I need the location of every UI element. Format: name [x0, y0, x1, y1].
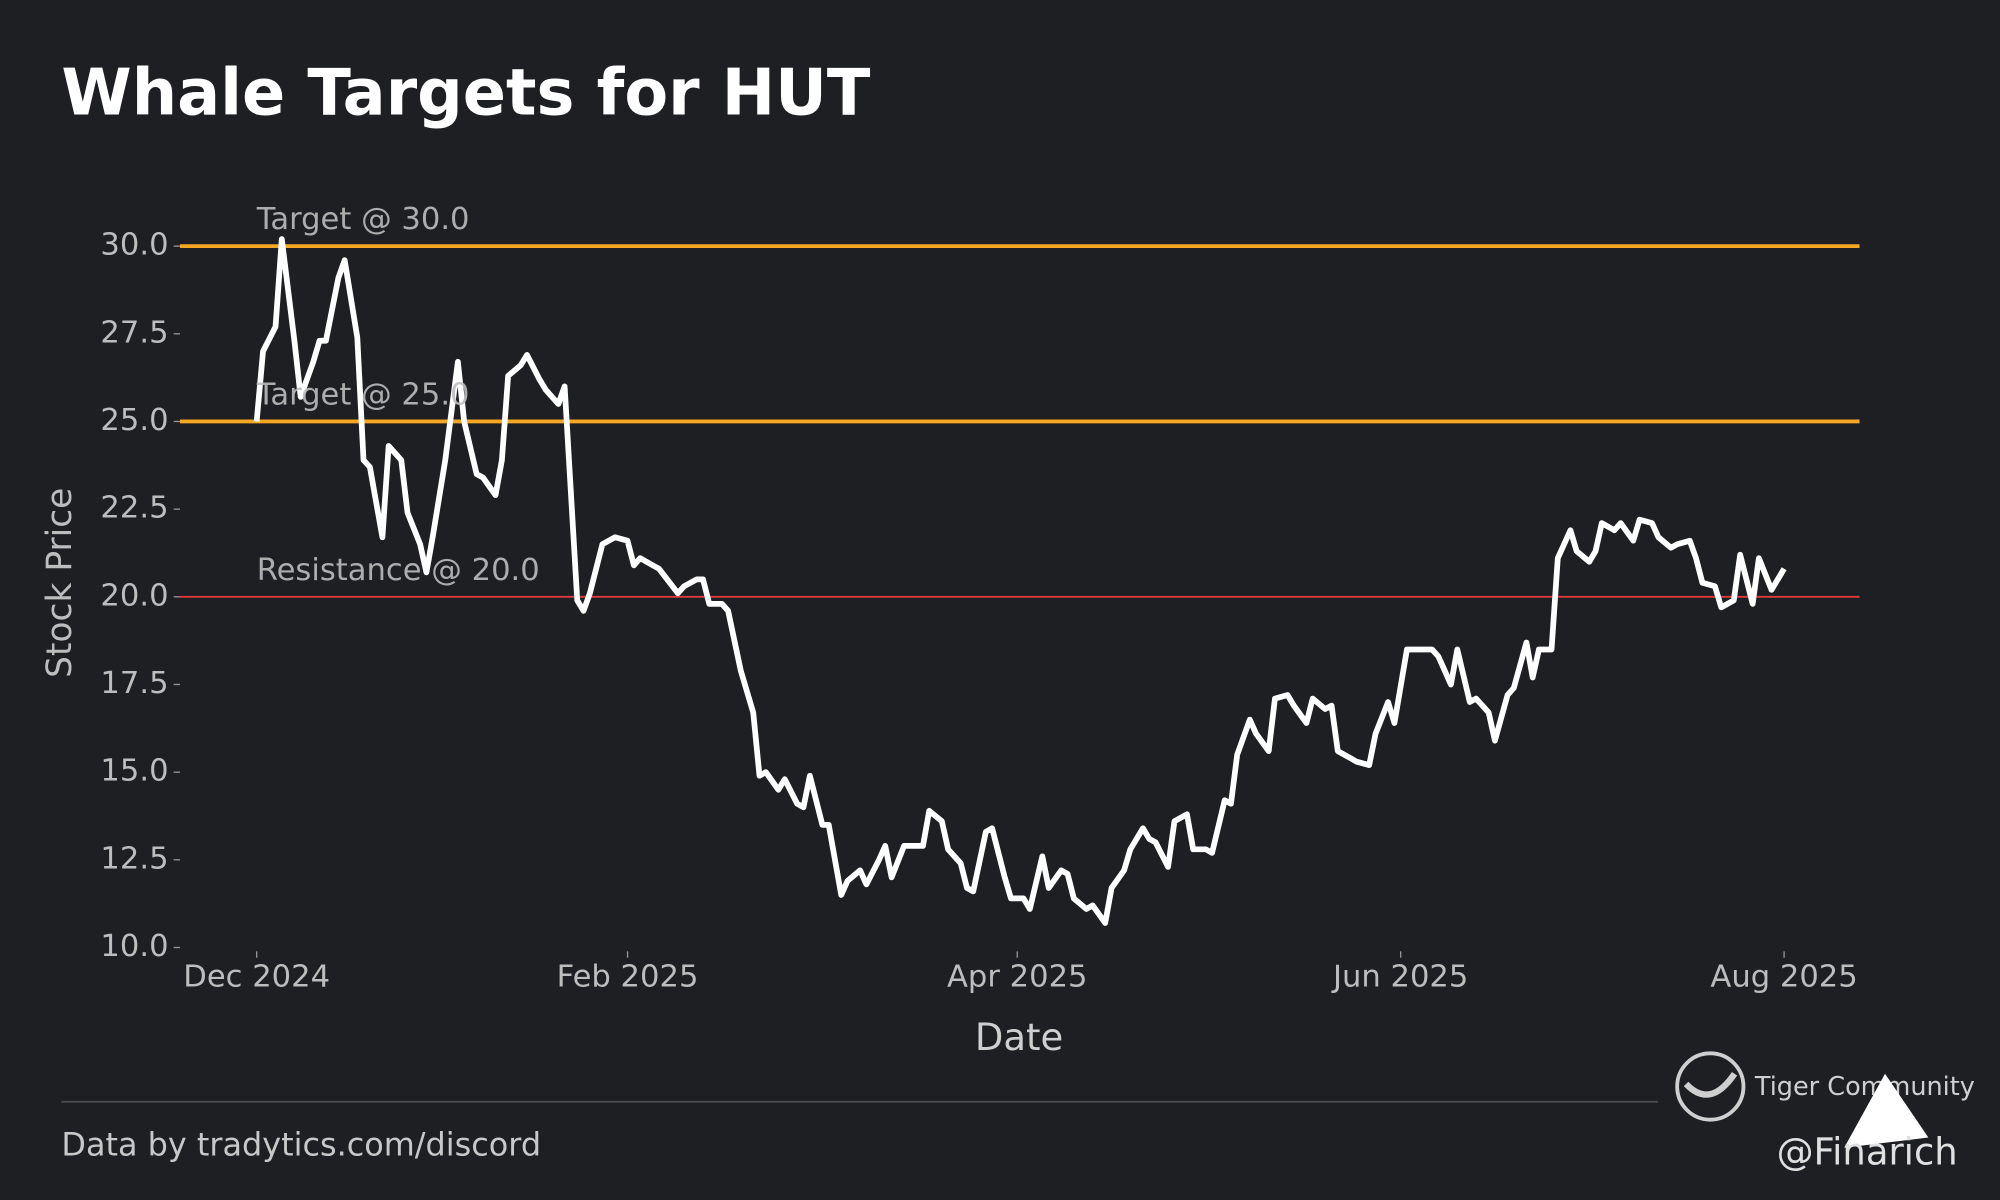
y-tick-label: 15.0	[100, 754, 168, 789]
price-line	[253, 236, 1787, 926]
y-tick-label: 25.0	[100, 403, 168, 438]
reference-label: Resistance @ 20.0	[257, 553, 540, 588]
x-tick-label: Dec 2024	[183, 960, 330, 995]
footer-source: Data by tradytics.com/discord	[61, 1125, 541, 1163]
footer-handle: @Finarich	[1777, 1131, 1958, 1174]
watermark-shape	[1844, 1073, 1929, 1148]
brand-logo	[1675, 1051, 1746, 1122]
y-axis-label: Stock Price	[40, 488, 80, 678]
reference-label: Target @ 30.0	[256, 202, 470, 237]
x-axis-label: Date	[975, 1016, 1063, 1059]
chart-title: Whale Targets for HUT	[61, 56, 870, 130]
x-tick-label: Apr 2025	[947, 960, 1088, 995]
y-tick-label: 30.0	[100, 228, 168, 263]
x-tick-label: Jun 2025	[1331, 960, 1468, 995]
y-tick-label: 22.5	[100, 491, 168, 526]
x-tick-label: Feb 2025	[557, 960, 699, 995]
footer-brand: Tiger Community	[1754, 1072, 1975, 1102]
y-tick-label: 12.5	[100, 841, 168, 876]
x-tick-label: Aug 2025	[1710, 960, 1857, 995]
y-tick-label: 27.5	[100, 315, 168, 350]
y-tick-label: 10.0	[100, 929, 168, 964]
y-tick-label: 17.5	[100, 666, 168, 701]
reference-label: Target @ 25.0	[256, 377, 470, 412]
y-tick-label: 20.0	[100, 578, 168, 613]
